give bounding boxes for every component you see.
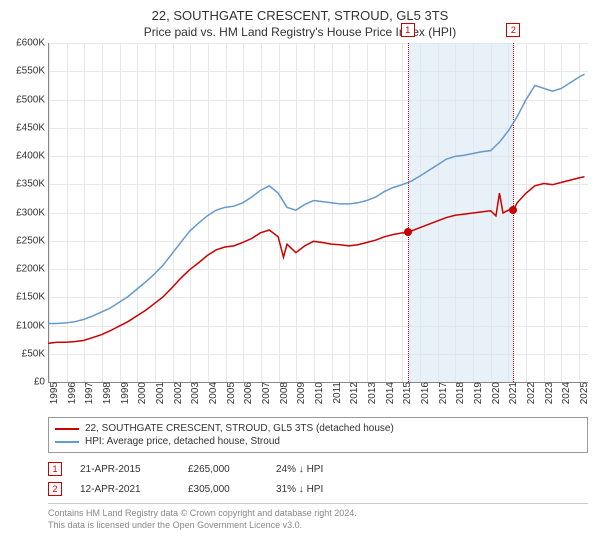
transaction-marker-box: 1 xyxy=(401,23,415,37)
x-axis-tick: 1995 xyxy=(45,382,60,404)
chart-lines xyxy=(48,43,588,383)
x-axis-tick: 2011 xyxy=(328,382,343,404)
x-axis-tick: 2015 xyxy=(398,382,413,404)
x-axis-tick: 2021 xyxy=(504,382,519,404)
y-axis-tick: £200K xyxy=(16,264,49,275)
x-axis-tick: 2017 xyxy=(434,382,449,404)
y-axis-tick: £50K xyxy=(22,348,49,359)
legend-swatch xyxy=(55,441,79,443)
transaction-row: 1 21-APR-2015 £265,000 24% ↓ HPI xyxy=(48,459,588,479)
x-axis-tick: 2009 xyxy=(292,382,307,404)
transaction-number-box: 1 xyxy=(48,462,62,476)
transaction-marker-box: 2 xyxy=(506,23,520,37)
x-axis-tick: 2006 xyxy=(239,382,254,404)
legend-label: HPI: Average price, detached house, Stro… xyxy=(85,436,280,447)
series-property xyxy=(48,177,584,344)
x-axis-tick: 2022 xyxy=(522,382,537,404)
transaction-delta: 31% ↓ HPI xyxy=(276,484,366,495)
legend-row: 22, SOUTHGATE CRESCENT, STROUD, GL5 3TS … xyxy=(55,422,581,435)
x-axis-tick: 2008 xyxy=(275,382,290,404)
y-axis-tick: £350K xyxy=(16,179,49,190)
x-axis-tick: 2007 xyxy=(257,382,272,404)
x-axis-tick: 2014 xyxy=(381,382,396,404)
x-axis-tick: 2013 xyxy=(363,382,378,404)
chart-plot-area: £0£50K£100K£150K£200K£250K£300K£350K£400… xyxy=(48,43,588,383)
x-axis-tick: 2019 xyxy=(469,382,484,404)
x-axis-tick: 2010 xyxy=(310,382,325,404)
chart-title: 22, SOUTHGATE CRESCENT, STROUD, GL5 3TS xyxy=(0,0,600,23)
x-axis-tick: 2023 xyxy=(540,382,555,404)
x-axis-tick: 2001 xyxy=(151,382,166,404)
x-axis-tick: 1998 xyxy=(98,382,113,404)
x-axis-tick: 2003 xyxy=(186,382,201,404)
x-axis-tick: 1996 xyxy=(63,382,78,404)
transaction-number-box: 2 xyxy=(48,482,62,496)
series-hpi xyxy=(48,74,584,323)
x-axis-tick: 2002 xyxy=(169,382,184,404)
footer-line: This data is licensed under the Open Gov… xyxy=(48,520,588,532)
y-axis-tick: £600K xyxy=(16,38,49,49)
legend-swatch xyxy=(55,428,79,430)
transactions-table: 1 21-APR-2015 £265,000 24% ↓ HPI 2 12-APR-202… xyxy=(48,459,588,499)
x-axis-tick: 2020 xyxy=(487,382,502,404)
y-axis-tick: £400K xyxy=(16,151,49,162)
transaction-price: £265,000 xyxy=(188,464,258,475)
transaction-date: 12-APR-2021 xyxy=(80,484,170,495)
x-axis-tick: 1999 xyxy=(116,382,131,404)
x-axis-tick: 2012 xyxy=(345,382,360,404)
chart-footer: Contains HM Land Registry data © Crown c… xyxy=(48,503,588,531)
x-axis-tick: 2004 xyxy=(204,382,219,404)
y-axis-tick: £100K xyxy=(16,320,49,331)
x-axis-tick: 2000 xyxy=(133,382,148,404)
legend-label: 22, SOUTHGATE CRESCENT, STROUD, GL5 3TS … xyxy=(85,423,394,434)
footer-line: Contains HM Land Registry data © Crown c… xyxy=(48,508,588,520)
y-axis-tick: £150K xyxy=(16,292,49,303)
transaction-price: £305,000 xyxy=(188,484,258,495)
transaction-date: 21-APR-2015 xyxy=(80,464,170,475)
y-axis-tick: £500K xyxy=(16,94,49,105)
y-axis-tick: £450K xyxy=(16,122,49,133)
y-axis-tick: £550K xyxy=(16,66,49,77)
y-axis-tick: £300K xyxy=(16,207,49,218)
x-axis-tick: 2025 xyxy=(575,382,590,404)
x-axis-tick: 2016 xyxy=(416,382,431,404)
x-axis-tick: 2024 xyxy=(557,382,572,404)
x-axis-tick: 2018 xyxy=(451,382,466,404)
chart-legend: 22, SOUTHGATE CRESCENT, STROUD, GL5 3TS … xyxy=(48,417,588,453)
transaction-row: 2 12-APR-2021 £305,000 31% ↓ HPI xyxy=(48,479,588,499)
y-axis-tick: £250K xyxy=(16,235,49,246)
legend-row: HPI: Average price, detached house, Stro… xyxy=(55,435,581,448)
x-axis-tick: 2005 xyxy=(222,382,237,404)
transaction-delta: 24% ↓ HPI xyxy=(276,464,366,475)
x-axis-tick: 1997 xyxy=(80,382,95,404)
